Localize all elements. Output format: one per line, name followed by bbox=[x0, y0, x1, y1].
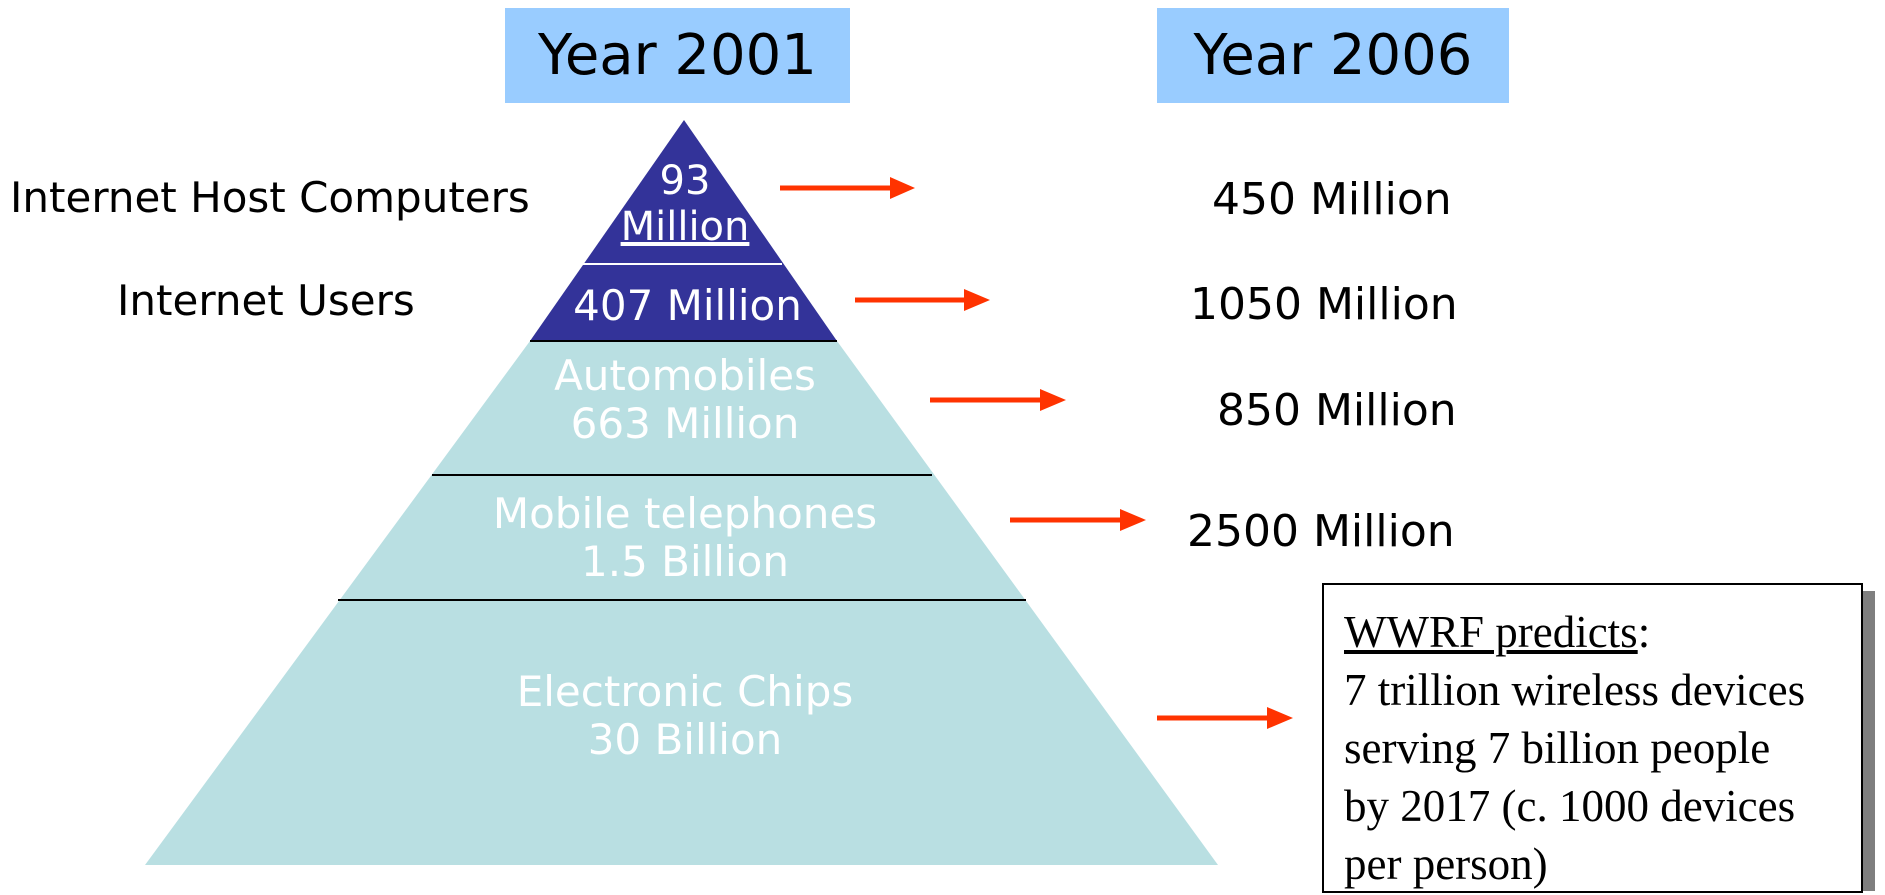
tier-automobiles: Automobiles 663 Million bbox=[490, 351, 880, 449]
wwrf-line-2: serving 7 billion people bbox=[1344, 723, 1771, 773]
label-internet-users: Internet Users bbox=[117, 276, 415, 325]
tier-hosts-line1: 93 bbox=[659, 158, 711, 204]
pyramid-top-section bbox=[530, 120, 837, 341]
arrow-chips bbox=[1157, 707, 1293, 729]
arrow-users bbox=[855, 289, 990, 311]
year-2006-header: Year 2006 bbox=[1157, 8, 1509, 103]
value-2006-mobile: 2500 Million bbox=[1187, 506, 1455, 557]
tier-hosts-line2: Million bbox=[620, 204, 750, 250]
tier-electronic-chips: Electronic Chips 30 Billion bbox=[440, 667, 930, 765]
value-2006-automobiles: 850 Million bbox=[1217, 385, 1457, 436]
wwrf-heading-suffix: : bbox=[1637, 607, 1651, 657]
arrow-autos bbox=[930, 389, 1066, 411]
value-2006-users: 1050 Million bbox=[1190, 279, 1458, 330]
tier-mobile-line1: Mobile telephones bbox=[492, 489, 878, 538]
tier-users-line1: 407 Million bbox=[573, 281, 802, 330]
tier-chips-line2: 30 Billion bbox=[587, 715, 783, 765]
value-2006-hosts: 450 Million bbox=[1212, 174, 1452, 225]
wwrf-line-3: by 2017 (c. 1000 devices bbox=[1344, 781, 1796, 831]
label-internet-host-computers: Internet Host Computers bbox=[10, 173, 530, 222]
tier-internet-users: 407 Million bbox=[555, 281, 820, 330]
wwrf-prediction-box: WWRF predicts: 7 trillion wireless devic… bbox=[1322, 583, 1863, 893]
arrow-mobile bbox=[1010, 509, 1146, 531]
tier-autos-line1: Automobiles bbox=[554, 351, 816, 400]
year-2001-header: Year 2001 bbox=[505, 8, 850, 103]
wwrf-line-4: per person) bbox=[1344, 839, 1548, 889]
tier-autos-line2: 663 Million bbox=[570, 399, 800, 449]
tier-mobile-telephones: Mobile telephones 1.5 Billion bbox=[440, 489, 930, 587]
tier-mobile-line2: 1.5 Billion bbox=[581, 537, 789, 587]
arrow-hosts bbox=[780, 177, 915, 199]
wwrf-line-1: 7 trillion wireless devices bbox=[1344, 665, 1806, 715]
tier-internet-hosts: 93 Million bbox=[580, 158, 790, 250]
wwrf-heading-line: WWRF predicts: bbox=[1344, 603, 1843, 661]
wwrf-heading: WWRF predicts bbox=[1344, 607, 1638, 657]
tier-chips-line1: Electronic Chips bbox=[516, 667, 854, 716]
pyramid-lower-section bbox=[145, 341, 1218, 865]
